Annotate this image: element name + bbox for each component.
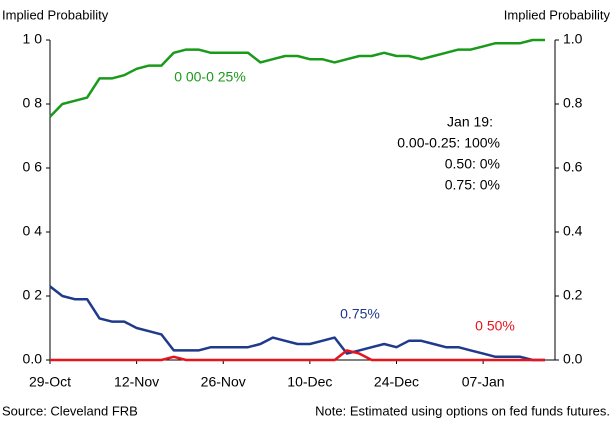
y2-axis-label: Implied Probability xyxy=(504,7,611,22)
series-label: 0 00-0 25% xyxy=(174,69,246,85)
note: Note: Estimated using options on fed fun… xyxy=(315,403,610,418)
y-tick-label: 0 2 xyxy=(23,287,43,303)
y2-tick-label: 0.6 xyxy=(563,159,583,175)
y-tick-label: 0 6 xyxy=(23,159,43,175)
y2-tick-label: 0.2 xyxy=(563,287,583,303)
x-tick-label: 12-Nov xyxy=(114,374,159,390)
x-tick-label: 29-Oct xyxy=(29,374,71,390)
y2-tick-label: 0.0 xyxy=(563,351,583,367)
x-tick-label: 24-Dec xyxy=(374,374,419,390)
series-label: 0 50% xyxy=(475,318,515,334)
series-label: 0.75% xyxy=(340,306,380,322)
annotation: 0.75: 0% xyxy=(445,177,500,193)
x-tick-label: 10-Dec xyxy=(287,374,332,390)
y2-tick-label: 0.8 xyxy=(563,95,583,111)
y2-tick-label: 0.4 xyxy=(563,223,583,239)
y-tick-label: 0 8 xyxy=(23,95,43,111)
y-tick-label: 0 4 xyxy=(23,223,43,239)
series-line xyxy=(50,349,545,362)
y-axis-label: Implied Probability xyxy=(2,7,109,22)
annotation: 0.00-0.25: 100% xyxy=(397,135,500,151)
series-line xyxy=(49,285,545,362)
series-line xyxy=(49,38,545,118)
annotation: 0.50: 0% xyxy=(445,156,500,172)
source: Source: Cleveland FRB xyxy=(2,403,138,418)
y-tick-label: 1 0 xyxy=(23,31,43,47)
annotation: Jan 19: xyxy=(447,114,493,130)
y-tick-label: 0.0 xyxy=(23,351,43,367)
x-tick-label: 26-Nov xyxy=(201,374,246,390)
x-tick-label: 07-Jan xyxy=(462,374,505,390)
y2-tick-label: 1.0 xyxy=(563,31,583,47)
